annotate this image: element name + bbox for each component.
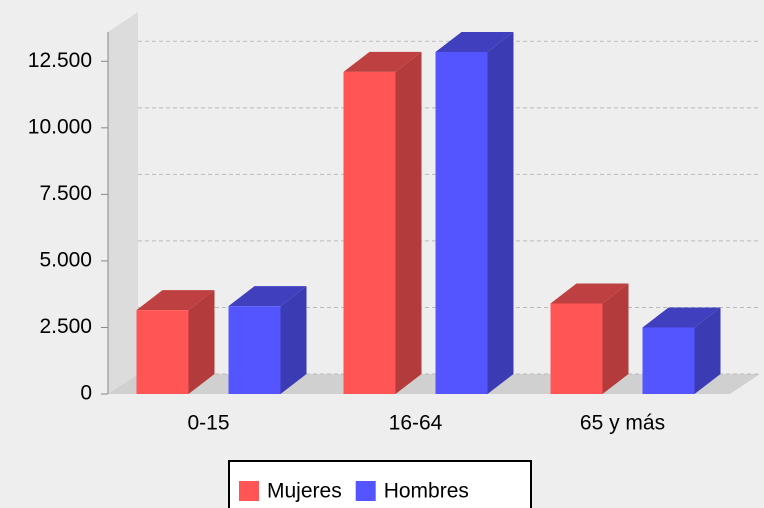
bar-top [136, 290, 215, 311]
back-wall [108, 12, 138, 394]
bar-side [602, 283, 629, 394]
x-tick-label: 16-64 [389, 412, 443, 435]
bar-side [395, 51, 422, 394]
legend [228, 460, 532, 508]
legend-swatch [239, 481, 259, 501]
bar [435, 51, 488, 395]
bar-side [188, 290, 215, 394]
bar [550, 303, 603, 394]
bar [343, 71, 396, 395]
bar-top [550, 283, 629, 304]
x-tick-label: 0-15 [187, 412, 229, 435]
bar [642, 327, 695, 394]
y-tick-label: 5.000 [39, 248, 92, 271]
y-tick-label: 10.000 [28, 115, 92, 138]
legend-label: Mujeres [267, 480, 342, 503]
bar-top [228, 286, 307, 307]
x-tick-label: 65 y más [580, 412, 665, 435]
y-tick-label: 2.500 [39, 315, 92, 338]
bar-side [280, 286, 307, 394]
y-tick-label: 7.500 [39, 182, 92, 205]
bar-top [642, 307, 721, 328]
bar-side [694, 307, 721, 394]
bar-side [487, 31, 514, 395]
bar [136, 310, 189, 394]
legend-label: Hombres [384, 480, 469, 503]
bar [228, 306, 281, 394]
legend-swatch [355, 481, 376, 501]
bar-top [435, 31, 514, 52]
bar-top [343, 51, 422, 72]
y-tick-label: 12.500 [28, 49, 92, 72]
y-tick-label: 0 [80, 382, 92, 405]
